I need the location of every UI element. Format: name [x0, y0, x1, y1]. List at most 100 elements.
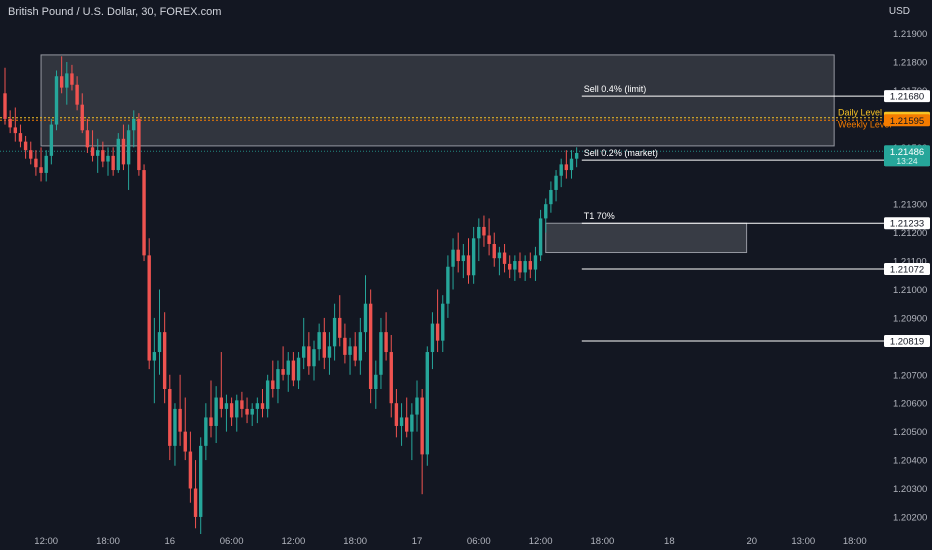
candle-body	[29, 150, 33, 159]
candle-body	[116, 138, 120, 171]
candle-body	[482, 226, 486, 236]
candle-body	[322, 332, 326, 358]
candle-body	[126, 130, 131, 165]
candle-body	[85, 130, 90, 148]
candle-body	[49, 124, 54, 156]
candle-body	[80, 104, 84, 131]
price-tags-layer: 1.216801.214551.212331.210721.208191.216…	[884, 90, 930, 347]
candle-body	[415, 397, 419, 415]
candle-body	[152, 352, 157, 361]
candle-body	[425, 352, 429, 455]
time-tick-label: 12:00	[529, 536, 553, 547]
candles-layer	[3, 56, 579, 534]
candle-body	[441, 303, 445, 341]
time-tick-label: 18:00	[843, 536, 867, 547]
price-axis: 1.219001.218001.217001.215001.213001.212…	[893, 29, 927, 523]
time-tick-label: 18:00	[343, 536, 367, 547]
t1-tag	[884, 217, 930, 230]
candle-body	[96, 150, 100, 156]
t1-tag-text: 1.21233	[890, 219, 924, 230]
candle-body	[250, 408, 254, 415]
currency-label[interactable]: USD	[888, 6, 910, 17]
candle-body	[8, 118, 12, 128]
candle-body	[559, 164, 563, 176]
candle-body	[142, 170, 146, 256]
price-tick-label: 1.21000	[893, 285, 927, 296]
candle-body	[209, 417, 213, 426]
price-tick-label: 1.21100	[893, 257, 927, 268]
candle-body	[574, 153, 579, 159]
level-21072-tag-text: 1.21072	[890, 265, 924, 276]
candle-body	[518, 261, 522, 273]
candle-body	[260, 403, 265, 409]
candle-body	[430, 323, 435, 353]
candle-body	[368, 303, 373, 389]
candle-body	[265, 380, 270, 409]
candle-body	[296, 357, 301, 381]
candle-body	[44, 155, 48, 173]
level-20819-tag-text: 1.20819	[890, 336, 924, 347]
price-tick-label: 1.21900	[893, 29, 927, 40]
time-tick-label: 17	[412, 536, 423, 547]
time-tick-label: 06:00	[467, 536, 491, 547]
candle-body	[497, 252, 502, 259]
candle-body	[90, 147, 95, 156]
t1-label: T1 70%	[584, 211, 615, 221]
candle-body	[492, 243, 496, 259]
candle-body	[193, 488, 198, 517]
candle-body	[39, 167, 43, 173]
price-tick-label: 1.21800	[893, 58, 927, 69]
zones-layer	[40, 54, 835, 254]
time-tick-label: 18	[664, 536, 675, 547]
candle-body	[23, 141, 28, 151]
price-tick-label: 1.20300	[893, 484, 927, 495]
candle-body	[461, 255, 466, 262]
candle-body	[183, 431, 187, 452]
candle-body	[255, 403, 260, 409]
candle-body	[245, 408, 249, 415]
weekly-level-label: Weekly Level	[838, 119, 891, 129]
price-tick-label: 1.20500	[893, 427, 927, 438]
time-tick-label: 06:00	[220, 536, 244, 547]
level-21072-tag	[884, 263, 930, 276]
candle-body	[399, 417, 404, 426]
candle-body	[162, 332, 167, 389]
price-tick-label: 1.20900	[893, 313, 927, 324]
candle-body	[435, 323, 440, 341]
candle-body	[394, 403, 399, 426]
candle-body	[54, 76, 59, 125]
candle-body	[59, 76, 64, 88]
candle-body	[302, 346, 306, 358]
candle-body	[327, 346, 332, 358]
zone-box	[40, 54, 835, 147]
candle-body	[353, 346, 357, 361]
current-price-tag	[884, 145, 930, 167]
candle-body	[348, 346, 352, 355]
candle-body	[3, 93, 7, 119]
candle-body	[528, 261, 532, 270]
candle-body	[466, 255, 471, 276]
price-tick-label: 1.20600	[893, 399, 927, 410]
candle-body	[405, 417, 409, 432]
candle-body	[420, 397, 424, 455]
candle-body	[178, 408, 182, 432]
time-tick-label: 12:00	[282, 536, 306, 547]
candle-body	[229, 403, 234, 418]
levels-layer: Sell 0.4% (limit) Sell 0.2% (market) T1 70…	[0, 84, 891, 342]
sell-limit-tag-text: 1.21680	[890, 92, 924, 103]
candle-body	[410, 414, 414, 432]
candle-body	[533, 255, 538, 270]
candle-body	[513, 261, 517, 270]
candle-body	[508, 263, 512, 270]
candle-body	[384, 332, 388, 353]
candle-body	[106, 155, 110, 162]
time-axis: 12:00 18:00 16 06:00 12:00 18:00 17 06:00 12:00 1…	[34, 536, 866, 547]
countdown-text: 13:24	[896, 156, 918, 166]
candle-body	[569, 158, 574, 171]
candle-body	[65, 73, 69, 88]
candle-body	[224, 403, 229, 409]
candle-body	[286, 360, 290, 375]
candle-body	[157, 332, 162, 353]
sell-limit-label: Sell 0.4% (limit)	[584, 84, 647, 94]
